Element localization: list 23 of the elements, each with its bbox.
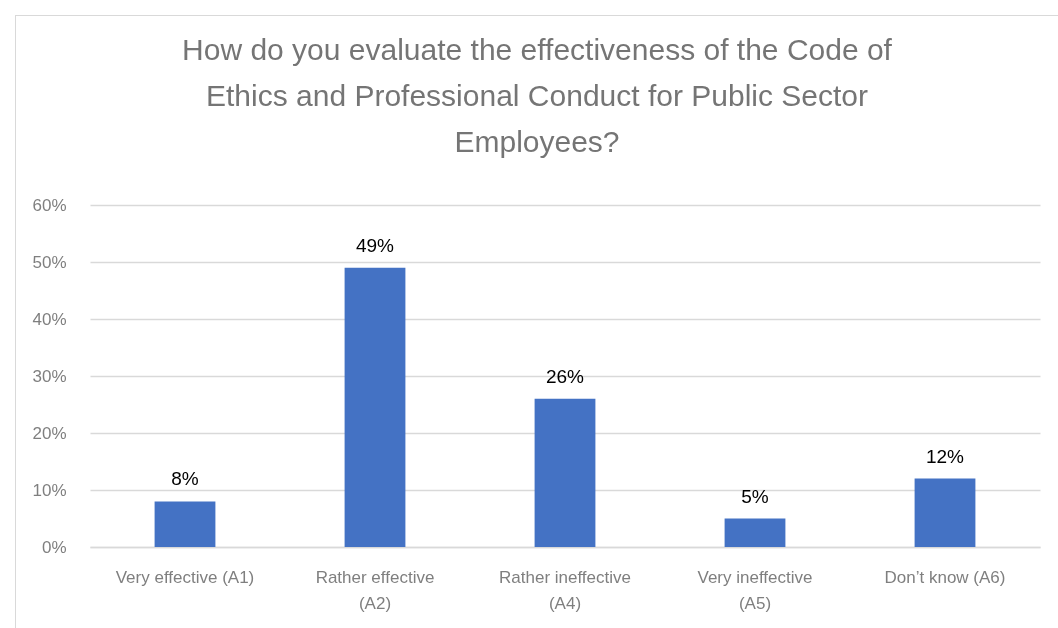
x-tick-label: Don’t know (A6) — [884, 567, 1006, 587]
data-label: 5% — [741, 485, 769, 507]
x-tick-label: Rather effective (A2) — [315, 567, 435, 613]
bar — [534, 398, 596, 547]
x-tick-label: Very ineffective (A5) — [697, 567, 813, 613]
bar — [344, 267, 406, 547]
y-tick-label: 40% — [32, 309, 67, 329]
bar — [154, 501, 216, 547]
data-label: 12% — [925, 445, 965, 467]
y-tick-label: 30% — [32, 366, 67, 386]
data-label: 8% — [171, 468, 199, 490]
y-tick-label: 60% — [32, 195, 67, 215]
y-tick-label: 20% — [32, 423, 67, 443]
x-tick-label: Very effective (A1) — [115, 567, 255, 587]
y-tick-label: 50% — [32, 252, 67, 272]
data-label: 49% — [355, 234, 395, 256]
bar — [914, 478, 976, 547]
data-label: 26% — [545, 365, 585, 387]
chart-title: How do you evaluate the effectiveness of the Code of Ethics and Professional Conduct for Public Sector Employees? — [182, 33, 893, 158]
y-tick-label: 10% — [32, 480, 67, 500]
bar — [724, 518, 786, 547]
y-tick-label: 0% — [41, 537, 67, 557]
x-tick-label: Rather ineffective (A4) — [499, 567, 631, 613]
